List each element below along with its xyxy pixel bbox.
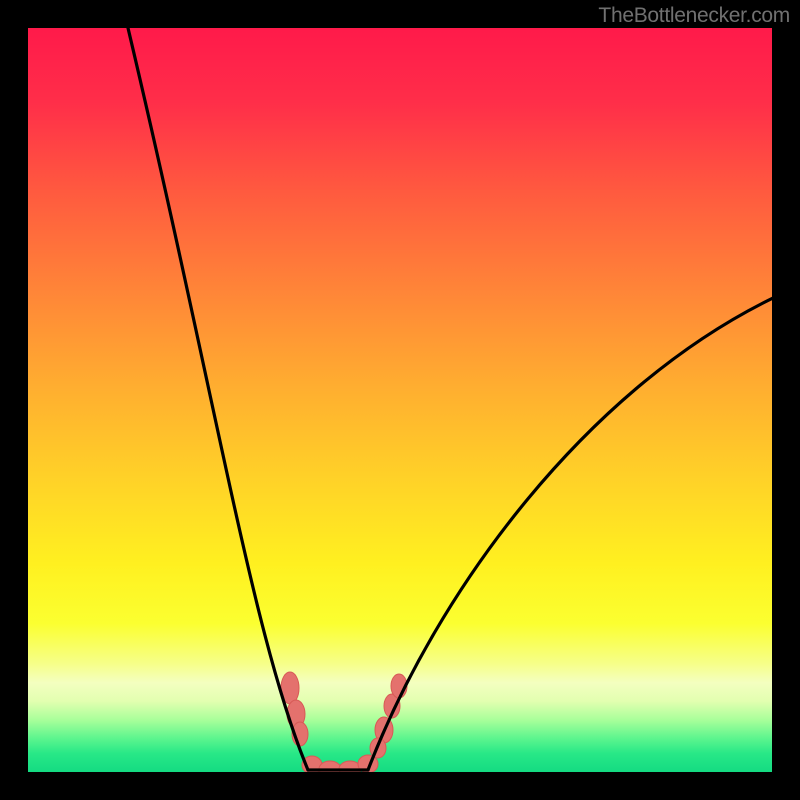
gradient-background xyxy=(28,28,772,772)
watermark-text: TheBottlenecker.com xyxy=(598,4,790,28)
plot-area xyxy=(28,28,772,772)
